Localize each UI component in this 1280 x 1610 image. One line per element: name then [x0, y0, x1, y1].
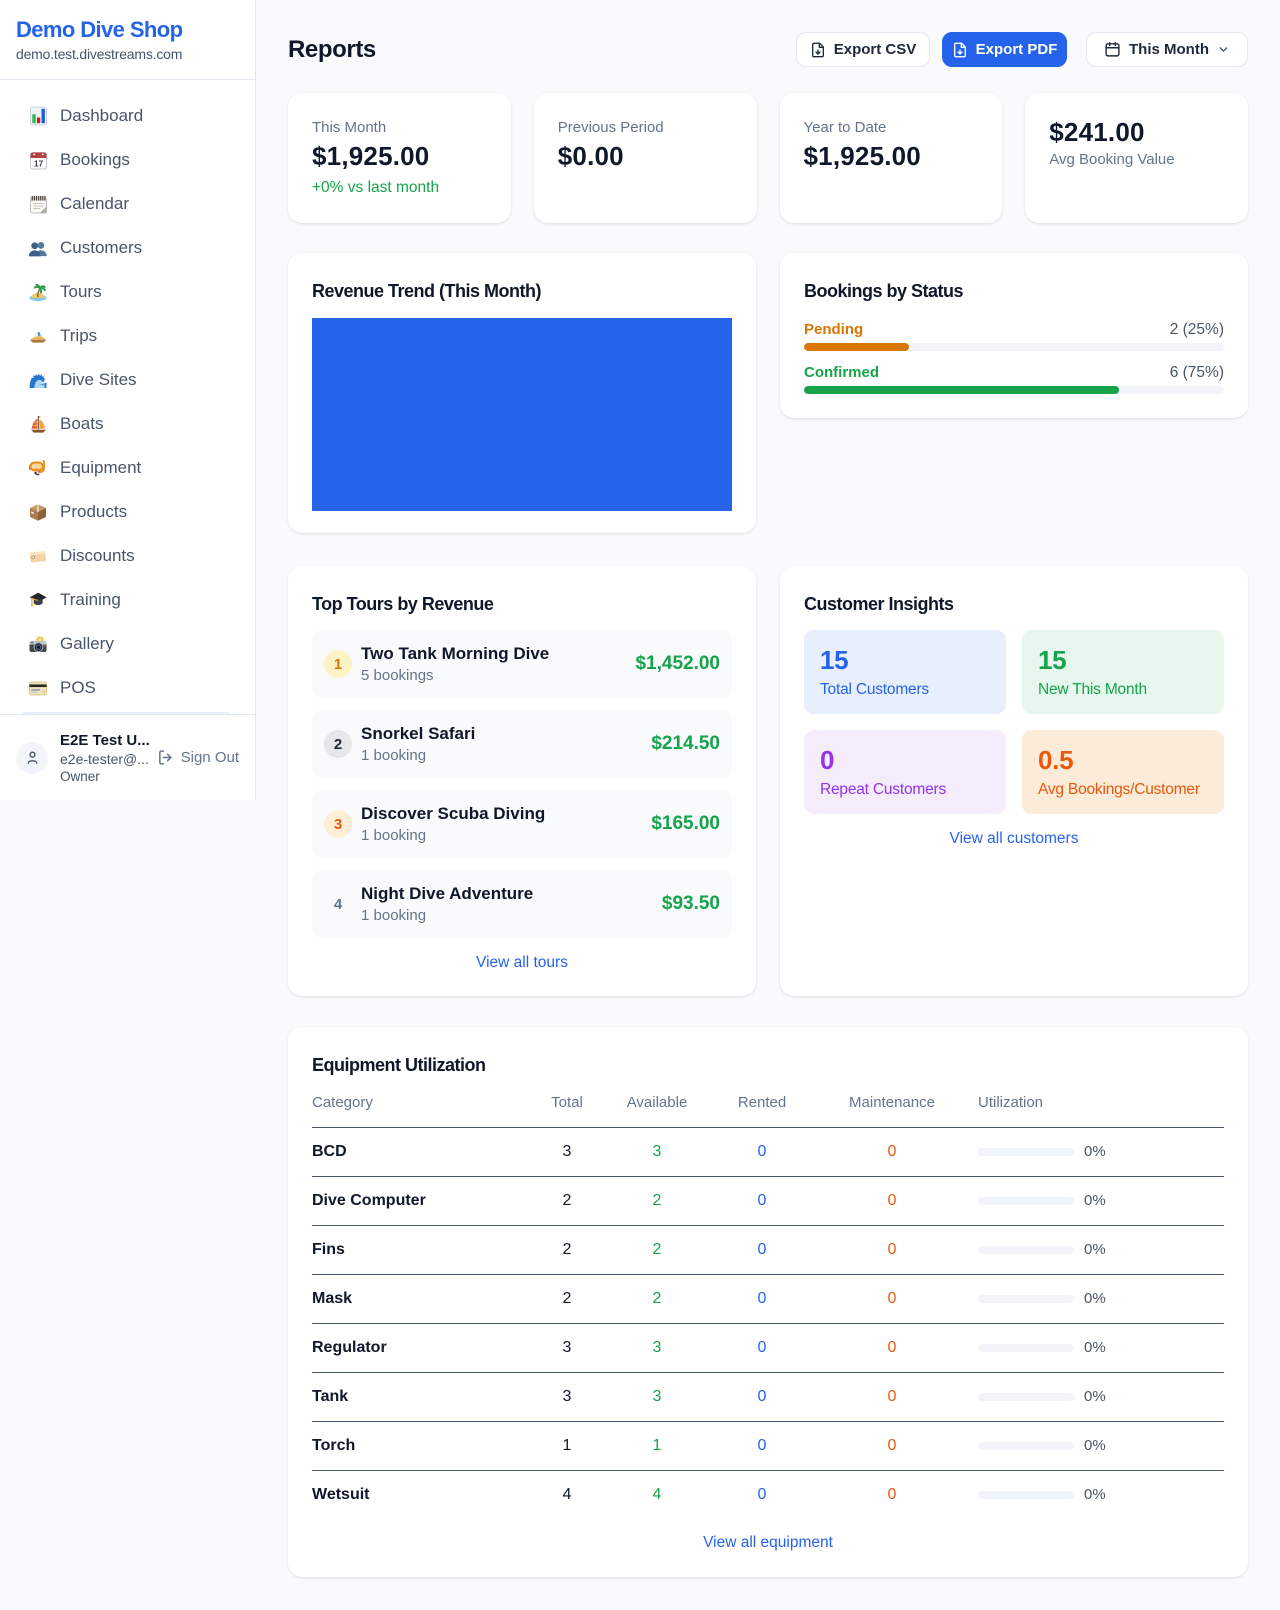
svg-text:17: 17 — [33, 158, 43, 168]
